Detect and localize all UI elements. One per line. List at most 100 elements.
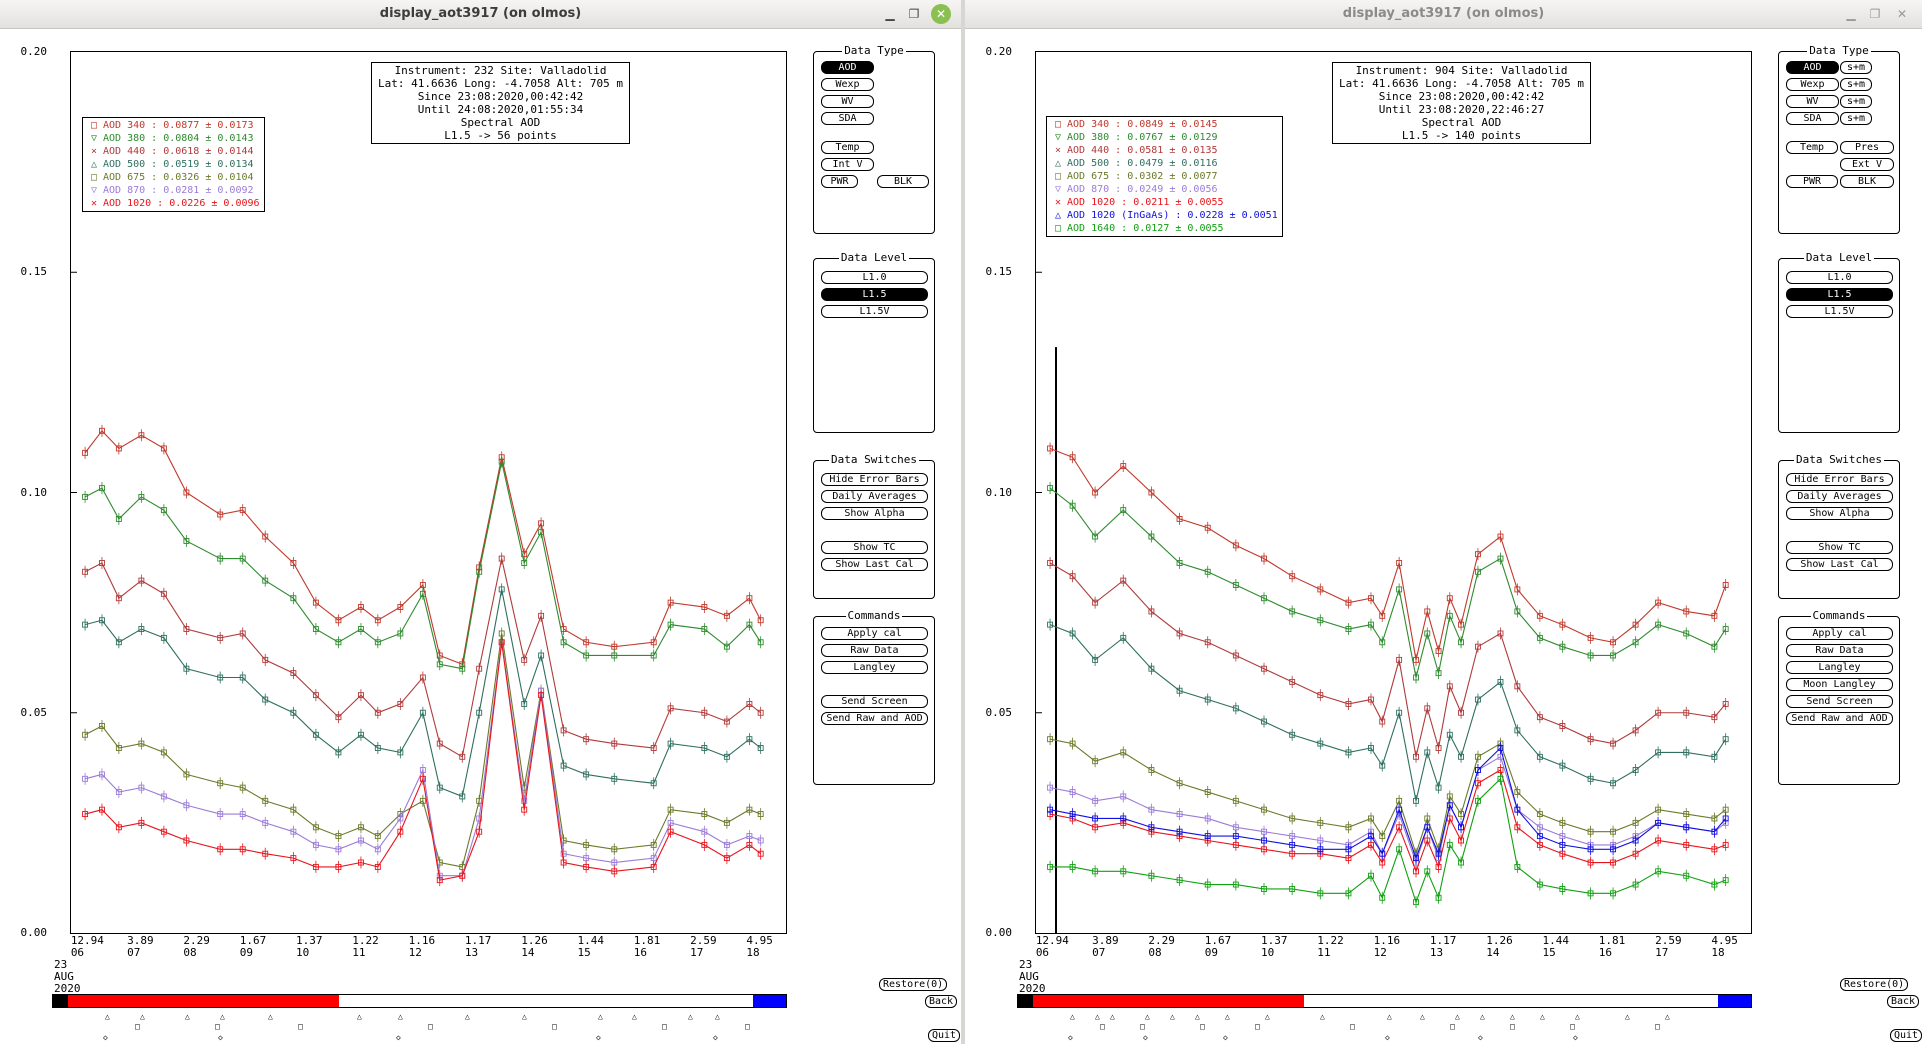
legend-marker-icon: ✕ <box>1054 197 1062 208</box>
data-level-button[interactable]: L1.5 <box>821 288 928 301</box>
command-button[interactable]: Apply cal <box>821 627 928 640</box>
data-point <box>1379 833 1386 840</box>
data-type-button[interactable]: AOD <box>1786 61 1839 74</box>
data-type-button[interactable]: Temp <box>1786 141 1838 154</box>
restore-button[interactable]: Restore(0) <box>879 978 948 991</box>
quit-button[interactable]: Quit <box>1890 1029 1922 1042</box>
switch-button[interactable]: Hide Error Bars <box>821 473 928 486</box>
data-type-button[interactable]: Pres <box>1840 141 1894 154</box>
switch-button[interactable]: Show TC <box>821 541 928 554</box>
close-icon[interactable]: ✕ <box>1896 7 1908 21</box>
data-type-button[interactable]: Int V <box>821 158 874 171</box>
data-point <box>99 485 105 492</box>
data-type-button[interactable]: WV <box>1786 95 1839 108</box>
data-type-title-text: Data Type <box>1807 44 1871 57</box>
x-tick-label: 1.81 <box>1598 934 1626 947</box>
time-range-bar[interactable] <box>52 994 787 1008</box>
data-level-button[interactable]: L1.0 <box>821 271 928 284</box>
data-point <box>1536 824 1543 831</box>
legend-entry: ▽ AOD 870: 0.0281 ± 0.0092 <box>87 184 260 197</box>
data-point <box>560 859 567 866</box>
data-type-button[interactable]: Temp <box>821 141 874 154</box>
data-type-button[interactable]: s+m <box>1840 95 1872 108</box>
back-button[interactable]: Back <box>925 995 958 1008</box>
x-tick-label: 1.44 <box>1542 934 1570 947</box>
data-point <box>262 656 269 663</box>
data-point <box>1559 621 1566 628</box>
data-point <box>357 859 364 866</box>
data-point <box>1655 599 1662 606</box>
data-point <box>1722 582 1729 588</box>
x-day-label: 09 <box>1204 946 1218 959</box>
back-button[interactable]: Back <box>1887 995 1920 1008</box>
switch-button[interactable]: Show Last Cal <box>821 558 928 571</box>
data-type-button[interactable]: s+m <box>1840 78 1872 91</box>
data-type-button[interactable]: AOD <box>821 61 874 74</box>
data-type-button[interactable]: s+m <box>1840 112 1872 125</box>
command-button[interactable]: Send Screen <box>1786 695 1893 708</box>
info-line: L1.5 -> 56 points <box>444 129 557 142</box>
data-level-button[interactable]: L1.5V <box>821 305 928 318</box>
x-tick-label: 1.37 <box>1261 934 1288 947</box>
data-type-button[interactable]: BLK <box>877 175 929 188</box>
switch-button[interactable]: Daily Averages <box>821 490 928 503</box>
data-point <box>239 811 246 818</box>
close-icon[interactable]: ✕ <box>931 4 951 24</box>
data-type-button[interactable]: PWR <box>821 175 858 188</box>
data-type-button[interactable]: Wexp <box>821 78 874 91</box>
data-type-button[interactable]: Wexp <box>1786 78 1839 91</box>
quit-button[interactable]: Quit <box>928 1029 961 1042</box>
data-point <box>419 767 426 773</box>
command-button[interactable]: Langley <box>1786 661 1893 674</box>
command-button[interactable]: Send Raw and AOD <box>821 712 928 725</box>
command-button[interactable]: Raw Data <box>1786 644 1893 657</box>
minimize-icon[interactable]: ▁ <box>885 7 895 21</box>
data-level-button[interactable]: L1.5V <box>1786 305 1893 318</box>
restore-icon[interactable]: ❐ <box>908 7 920 21</box>
data-point <box>1396 824 1403 831</box>
data-point <box>701 604 708 610</box>
data-type-button[interactable]: s+m <box>1840 61 1872 74</box>
restore-button[interactable]: Restore(0) <box>1840 978 1909 991</box>
x-day-label: 06 <box>1035 946 1050 959</box>
x-tick-label: 1.16 <box>408 934 436 947</box>
square-marker-icon: □ <box>1255 1022 1260 1031</box>
data-type-button[interactable]: PWR <box>1786 175 1838 188</box>
data-point <box>1559 833 1566 840</box>
data-point <box>498 630 505 637</box>
data-level-button[interactable]: L1.5 <box>1786 288 1893 301</box>
time-range-bar[interactable] <box>1017 994 1752 1008</box>
minimize-icon[interactable]: ▁ <box>1846 7 1856 21</box>
data-point <box>1610 828 1617 835</box>
command-button[interactable]: Langley <box>821 661 928 674</box>
data-type-button[interactable]: BLK <box>1840 175 1894 188</box>
data-level-button[interactable]: L1.0 <box>1786 271 1893 284</box>
x-day-label: 17 <box>1655 946 1669 959</box>
command-button[interactable]: Send Raw and AOD <box>1786 712 1893 725</box>
data-point <box>312 626 319 633</box>
data-point <box>650 855 657 862</box>
command-button[interactable]: Apply cal <box>1786 627 1893 640</box>
info-line: Until 23:08:2020,22:46:27 <box>1378 103 1545 116</box>
switch-button[interactable]: Show TC <box>1786 541 1893 554</box>
data-type-button[interactable]: WV <box>821 95 874 108</box>
switch-button[interactable]: Hide Error Bars <box>1786 473 1893 486</box>
data-point <box>1536 811 1543 818</box>
switch-button[interactable]: Show Alpha <box>821 507 928 520</box>
data-point <box>82 621 89 628</box>
data-type-button[interactable]: SDA <box>821 112 874 125</box>
legend-label: AOD 440 <box>1067 145 1110 156</box>
switch-button[interactable]: Show Alpha <box>1786 507 1893 520</box>
switch-button[interactable]: Show Last Cal <box>1786 558 1893 571</box>
data-type-button[interactable]: SDA <box>1786 112 1839 125</box>
data-type-button[interactable]: Ext V <box>1840 158 1894 171</box>
command-button[interactable]: Moon Langley <box>1786 678 1893 691</box>
switch-button[interactable]: Daily Averages <box>1786 490 1893 503</box>
data-point <box>476 815 483 822</box>
data-point <box>1345 700 1352 707</box>
command-button[interactable]: Raw Data <box>821 644 928 657</box>
restore-icon[interactable]: ❐ <box>1869 7 1881 21</box>
legend-value: : 0.0581 ± 0.0135 <box>1115 145 1218 156</box>
legend-marker-icon: □ <box>1054 223 1062 234</box>
command-button[interactable]: Send Screen <box>821 695 928 708</box>
